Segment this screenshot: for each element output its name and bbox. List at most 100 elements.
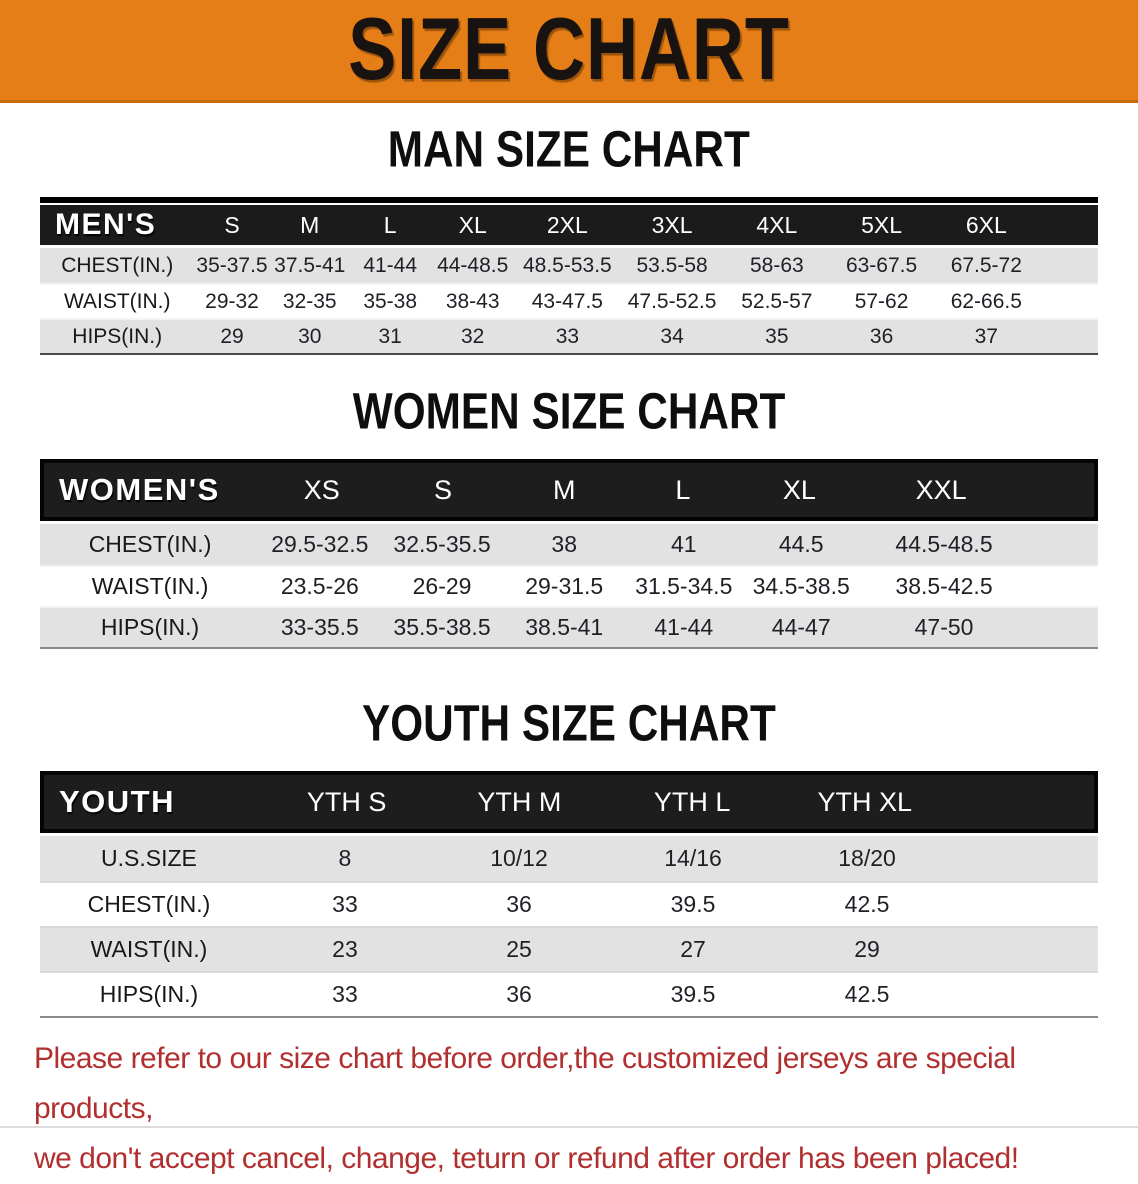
youth-table-cell: 39.5 xyxy=(670,891,716,917)
footer-disclaimer: Please refer to our size chart before or… xyxy=(0,1034,1138,1184)
youth-column-header: YTH S xyxy=(306,786,387,817)
youth-table-cell: 39.5 xyxy=(670,981,716,1007)
women-section-heading-text: WOMEN SIZE CHART xyxy=(352,382,786,440)
youth-table-cell: 8 xyxy=(338,845,352,871)
men-column-header: S xyxy=(224,211,240,238)
youth-table-cell: 36 xyxy=(506,891,532,917)
size-chart-banner: SIZE CHART xyxy=(0,0,1138,103)
youth-row-label: HIPS(IN.) xyxy=(99,981,199,1007)
youth-table-cell: 23 xyxy=(332,936,358,962)
women-table-cell: 33-35.5 xyxy=(280,614,359,640)
footer-disclaimer-line-2: we don't accept cancel, change, teturn o… xyxy=(34,1142,1019,1175)
men-table-cell: 62-66.5 xyxy=(950,289,1022,313)
youth-table-label: YOUTH xyxy=(59,784,175,819)
women-table-header-row: WOMEN'S XS S M L XL XXL xyxy=(40,459,1098,521)
youth-row-label: CHEST(IN.) xyxy=(87,891,211,917)
women-table-cell: 38 xyxy=(551,531,578,557)
men-table-cell: 47.5-52.5 xyxy=(627,289,717,313)
men-row-label: CHEST(IN.) xyxy=(61,253,174,277)
women-table-row: HIPS(IN.) 33-35.5 35.5-38.5 38.5-41 41-44 44-… xyxy=(40,606,1098,647)
youth-column-header: YTH L xyxy=(653,786,731,817)
youth-table-cell: 36 xyxy=(506,981,532,1007)
men-table-cell: 35-37.5 xyxy=(196,253,268,277)
youth-table-cell: 29 xyxy=(854,936,880,962)
youth-size-table: YOUTH YTH S YTH M YTH L YTH XL U.S.SIZE 8 10/12… xyxy=(40,771,1098,1018)
women-row-label: WAIST(IN.) xyxy=(91,573,209,599)
youth-table-header-row: YOUTH YTH S YTH M YTH L YTH XL xyxy=(40,771,1098,833)
men-table-cell: 43-47.5 xyxy=(531,289,603,313)
men-table-cell: 33 xyxy=(555,324,580,348)
men-table-row: CHEST(IN.) 35-37.5 37.5-41 41-44 44-48.5 48.5… xyxy=(40,248,1098,283)
women-table-cell: 38.5-42.5 xyxy=(895,573,993,599)
men-column-header: 3XL xyxy=(651,211,693,238)
men-table-header-row: MEN'S S M L XL 2XL 3XL 4XL 5XL 6XL xyxy=(40,205,1098,245)
women-column-header: S xyxy=(433,474,452,505)
women-row-label: CHEST(IN.) xyxy=(88,531,212,557)
youth-table-row: U.S.SIZE 8 10/12 14/16 18/20 xyxy=(40,836,1098,881)
men-table-cell: 29-32 xyxy=(205,289,259,313)
youth-table-cell: 14/16 xyxy=(664,845,722,871)
youth-table-row: CHEST(IN.) 33 36 39.5 42.5 xyxy=(40,881,1098,926)
women-table-cell: 34.5-38.5 xyxy=(752,573,850,599)
men-table-cell: 32-35 xyxy=(282,289,337,313)
men-row-label: HIPS(IN.) xyxy=(72,324,163,348)
women-table-cell: 47-50 xyxy=(914,614,974,640)
men-table-cell: 31 xyxy=(378,324,402,348)
youth-section-heading: YOUTH SIZE CHART xyxy=(0,698,1138,749)
women-table-cell: 29-31.5 xyxy=(525,573,604,599)
men-section-heading-text: MAN SIZE CHART xyxy=(387,120,751,178)
men-table-cell: 36 xyxy=(869,324,894,348)
youth-table-cell: 27 xyxy=(680,936,706,962)
men-table-cell: 53.5-58 xyxy=(636,253,708,277)
women-table-cell: 41 xyxy=(670,531,697,557)
men-column-header: 5XL xyxy=(861,211,903,238)
men-table-cell: 34 xyxy=(660,324,684,348)
women-column-header: L xyxy=(675,474,691,505)
men-table-cell: 44-48.5 xyxy=(437,253,509,277)
youth-table-cell: 33 xyxy=(332,981,358,1007)
youth-table-cell: 18/20 xyxy=(838,845,896,871)
women-column-header: XXL xyxy=(915,474,967,505)
men-table-cell: 38-43 xyxy=(445,289,500,313)
men-table-row: HIPS(IN.) 29 30 31 32 33 34 35 36 37 xyxy=(40,318,1098,353)
men-column-header: 6XL xyxy=(965,211,1007,238)
bottom-edge-divider xyxy=(0,1126,1138,1128)
women-row-label: HIPS(IN.) xyxy=(100,614,200,640)
men-table-cell: 52.5-57 xyxy=(741,289,813,313)
men-table-cell: 67.5-72 xyxy=(950,253,1022,277)
men-table-cell: 35-38 xyxy=(363,289,418,313)
footer-disclaimer-line-1: Please refer to our size chart before or… xyxy=(34,1042,1016,1125)
women-column-header: XS xyxy=(303,474,340,505)
women-table-label: WOMEN'S xyxy=(59,472,220,507)
men-table-row: WAIST(IN.) 29-32 32-35 35-38 38-43 43-47.5 47.… xyxy=(40,283,1098,318)
men-section-heading: MAN SIZE CHART xyxy=(0,120,1138,178)
youth-table-cell: 25 xyxy=(506,936,532,962)
women-table-cell: 44.5-48.5 xyxy=(895,531,993,557)
youth-row-label: U.S.SIZE xyxy=(101,845,197,871)
men-table-cell: 37 xyxy=(974,324,998,348)
men-table-cell: 63-67.5 xyxy=(845,253,918,277)
men-table-cell: 32 xyxy=(461,324,485,348)
women-table-row: CHEST(IN.) 29.5-32.5 32.5-35.5 38 41 44.5 44.5… xyxy=(40,524,1098,565)
women-size-table: WOMEN'S XS S M L XL XXL CHEST(IN.) 29.5-32.5 32.5… xyxy=(40,459,1098,649)
women-table-cell: 44.5 xyxy=(778,531,824,557)
men-table-cell: 58-63 xyxy=(749,253,804,277)
youth-table-row: HIPS(IN.) 33 36 39.5 42.5 xyxy=(40,971,1098,1016)
women-table-row: WAIST(IN.) 23.5-26 26-29 29-31.5 31.5-34.5 34… xyxy=(40,565,1098,606)
youth-column-header: YTH M xyxy=(477,786,562,817)
men-column-header: 4XL xyxy=(756,211,798,238)
youth-table-cell: 42.5 xyxy=(844,981,890,1007)
youth-table-row: WAIST(IN.) 23 25 27 29 xyxy=(40,926,1098,971)
men-column-header: XL xyxy=(458,211,487,238)
women-column-header: M xyxy=(552,474,576,505)
women-table-cell: 38.5-41 xyxy=(525,614,604,640)
banner-title: SIZE CHART xyxy=(348,0,790,99)
men-table-cell: 37.5-41 xyxy=(274,253,346,277)
youth-table-cell: 33 xyxy=(332,891,358,917)
men-column-header: M xyxy=(300,211,320,238)
youth-row-label: WAIST(IN.) xyxy=(90,936,208,962)
women-table-cell: 29.5-32.5 xyxy=(271,531,369,557)
women-table-cell: 31.5-34.5 xyxy=(635,573,733,599)
youth-column-header: YTH XL xyxy=(817,786,913,817)
men-table-cell: 35 xyxy=(765,324,789,348)
